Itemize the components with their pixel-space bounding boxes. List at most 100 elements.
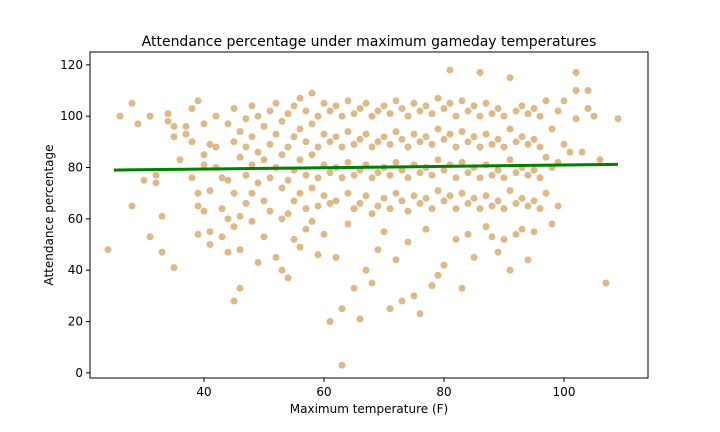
data-point-185 [404,112,412,120]
data-point-218 [440,197,448,205]
data-point-111 [314,143,322,151]
data-point-95 [296,94,304,102]
data-point-238 [464,199,472,207]
data-point-44 [224,248,232,256]
data-point-239 [464,230,472,238]
data-point-227 [452,174,460,182]
data-point-96 [296,125,304,133]
data-point-212 [434,156,442,164]
data-point-228 [452,205,460,213]
data-point-125 [332,102,340,110]
data-point-154 [362,266,370,274]
data-point-20 [188,105,196,112]
data-point-296 [536,143,544,151]
data-point-261 [494,135,502,143]
data-point-115 [320,99,328,107]
data-point-133 [338,361,346,369]
data-point-25 [194,230,202,238]
data-point-8 [152,179,160,187]
data-point-61 [248,161,256,169]
data-point-10 [158,212,166,220]
data-point-80 [278,117,286,125]
y-tick-label-40: 40 [68,263,83,277]
data-point-299 [542,97,550,105]
data-point-93 [290,197,298,205]
data-point-162 [374,169,382,177]
data-point-90 [290,102,298,110]
data-point-180 [398,105,406,112]
data-point-161 [374,138,382,146]
data-point-199 [416,310,424,318]
data-point-22 [188,174,196,182]
data-point-131 [338,143,346,151]
data-point-235 [464,107,472,115]
data-point-312 [572,87,580,94]
data-point-15 [170,133,178,141]
data-point-248 [476,174,484,182]
data-point-86 [284,143,292,151]
x-axis-label: Maximum temperature (F) [290,402,448,416]
data-point-138 [344,189,352,197]
data-point-69 [260,156,268,164]
data-point-21 [188,138,196,146]
data-point-27 [200,151,208,159]
data-point-301 [542,189,550,197]
data-point-290 [530,105,538,112]
data-point-52 [236,153,244,161]
data-point-130 [338,112,346,120]
data-point-157 [368,174,376,182]
data-point-129 [332,253,340,261]
data-point-64 [254,112,262,120]
chart-title: Attendance percentage under maximum game… [142,34,597,50]
data-point-19 [182,130,190,138]
data-point-108 [308,184,316,192]
data-point-28 [200,161,208,169]
data-point-126 [332,133,340,141]
data-point-309 [560,140,568,148]
data-point-35 [212,112,220,120]
data-point-123 [326,199,334,207]
data-point-13 [164,117,172,125]
data-point-178 [392,189,400,197]
data-point-300 [542,153,550,161]
data-point-150 [362,99,370,107]
data-point-142 [350,171,358,179]
data-point-102 [302,171,310,179]
data-point-70 [260,197,268,205]
data-point-319 [602,279,610,287]
data-point-120 [326,107,334,115]
y-tick-label-80: 80 [68,161,83,175]
data-point-88 [284,210,292,218]
data-point-293 [530,197,538,205]
data-point-51 [236,128,244,136]
data-point-165 [380,102,388,110]
data-point-134 [338,305,346,313]
data-point-198 [416,199,424,207]
data-point-76 [272,99,280,107]
data-point-275 [512,107,520,115]
data-point-4 [134,120,142,128]
data-point-7 [146,112,154,120]
data-point-189 [404,238,412,246]
data-point-285 [524,110,532,118]
data-point-118 [320,192,328,200]
data-point-209 [428,282,436,290]
data-point-105 [308,89,316,97]
data-point-49 [230,223,238,231]
data-point-32 [206,187,214,195]
data-point-151 [362,130,370,138]
data-point-166 [380,133,388,141]
data-point-39 [218,205,226,213]
data-point-60 [248,133,256,141]
data-point-43 [224,215,232,223]
data-point-267 [500,174,508,182]
data-point-304 [548,220,556,228]
data-point-54 [236,246,244,254]
data-point-53 [236,212,244,220]
data-point-81 [278,151,286,159]
data-point-47 [230,189,238,197]
data-point-283 [518,194,526,202]
data-point-87 [284,176,292,184]
data-point-310 [566,148,574,156]
data-point-97 [296,156,304,164]
